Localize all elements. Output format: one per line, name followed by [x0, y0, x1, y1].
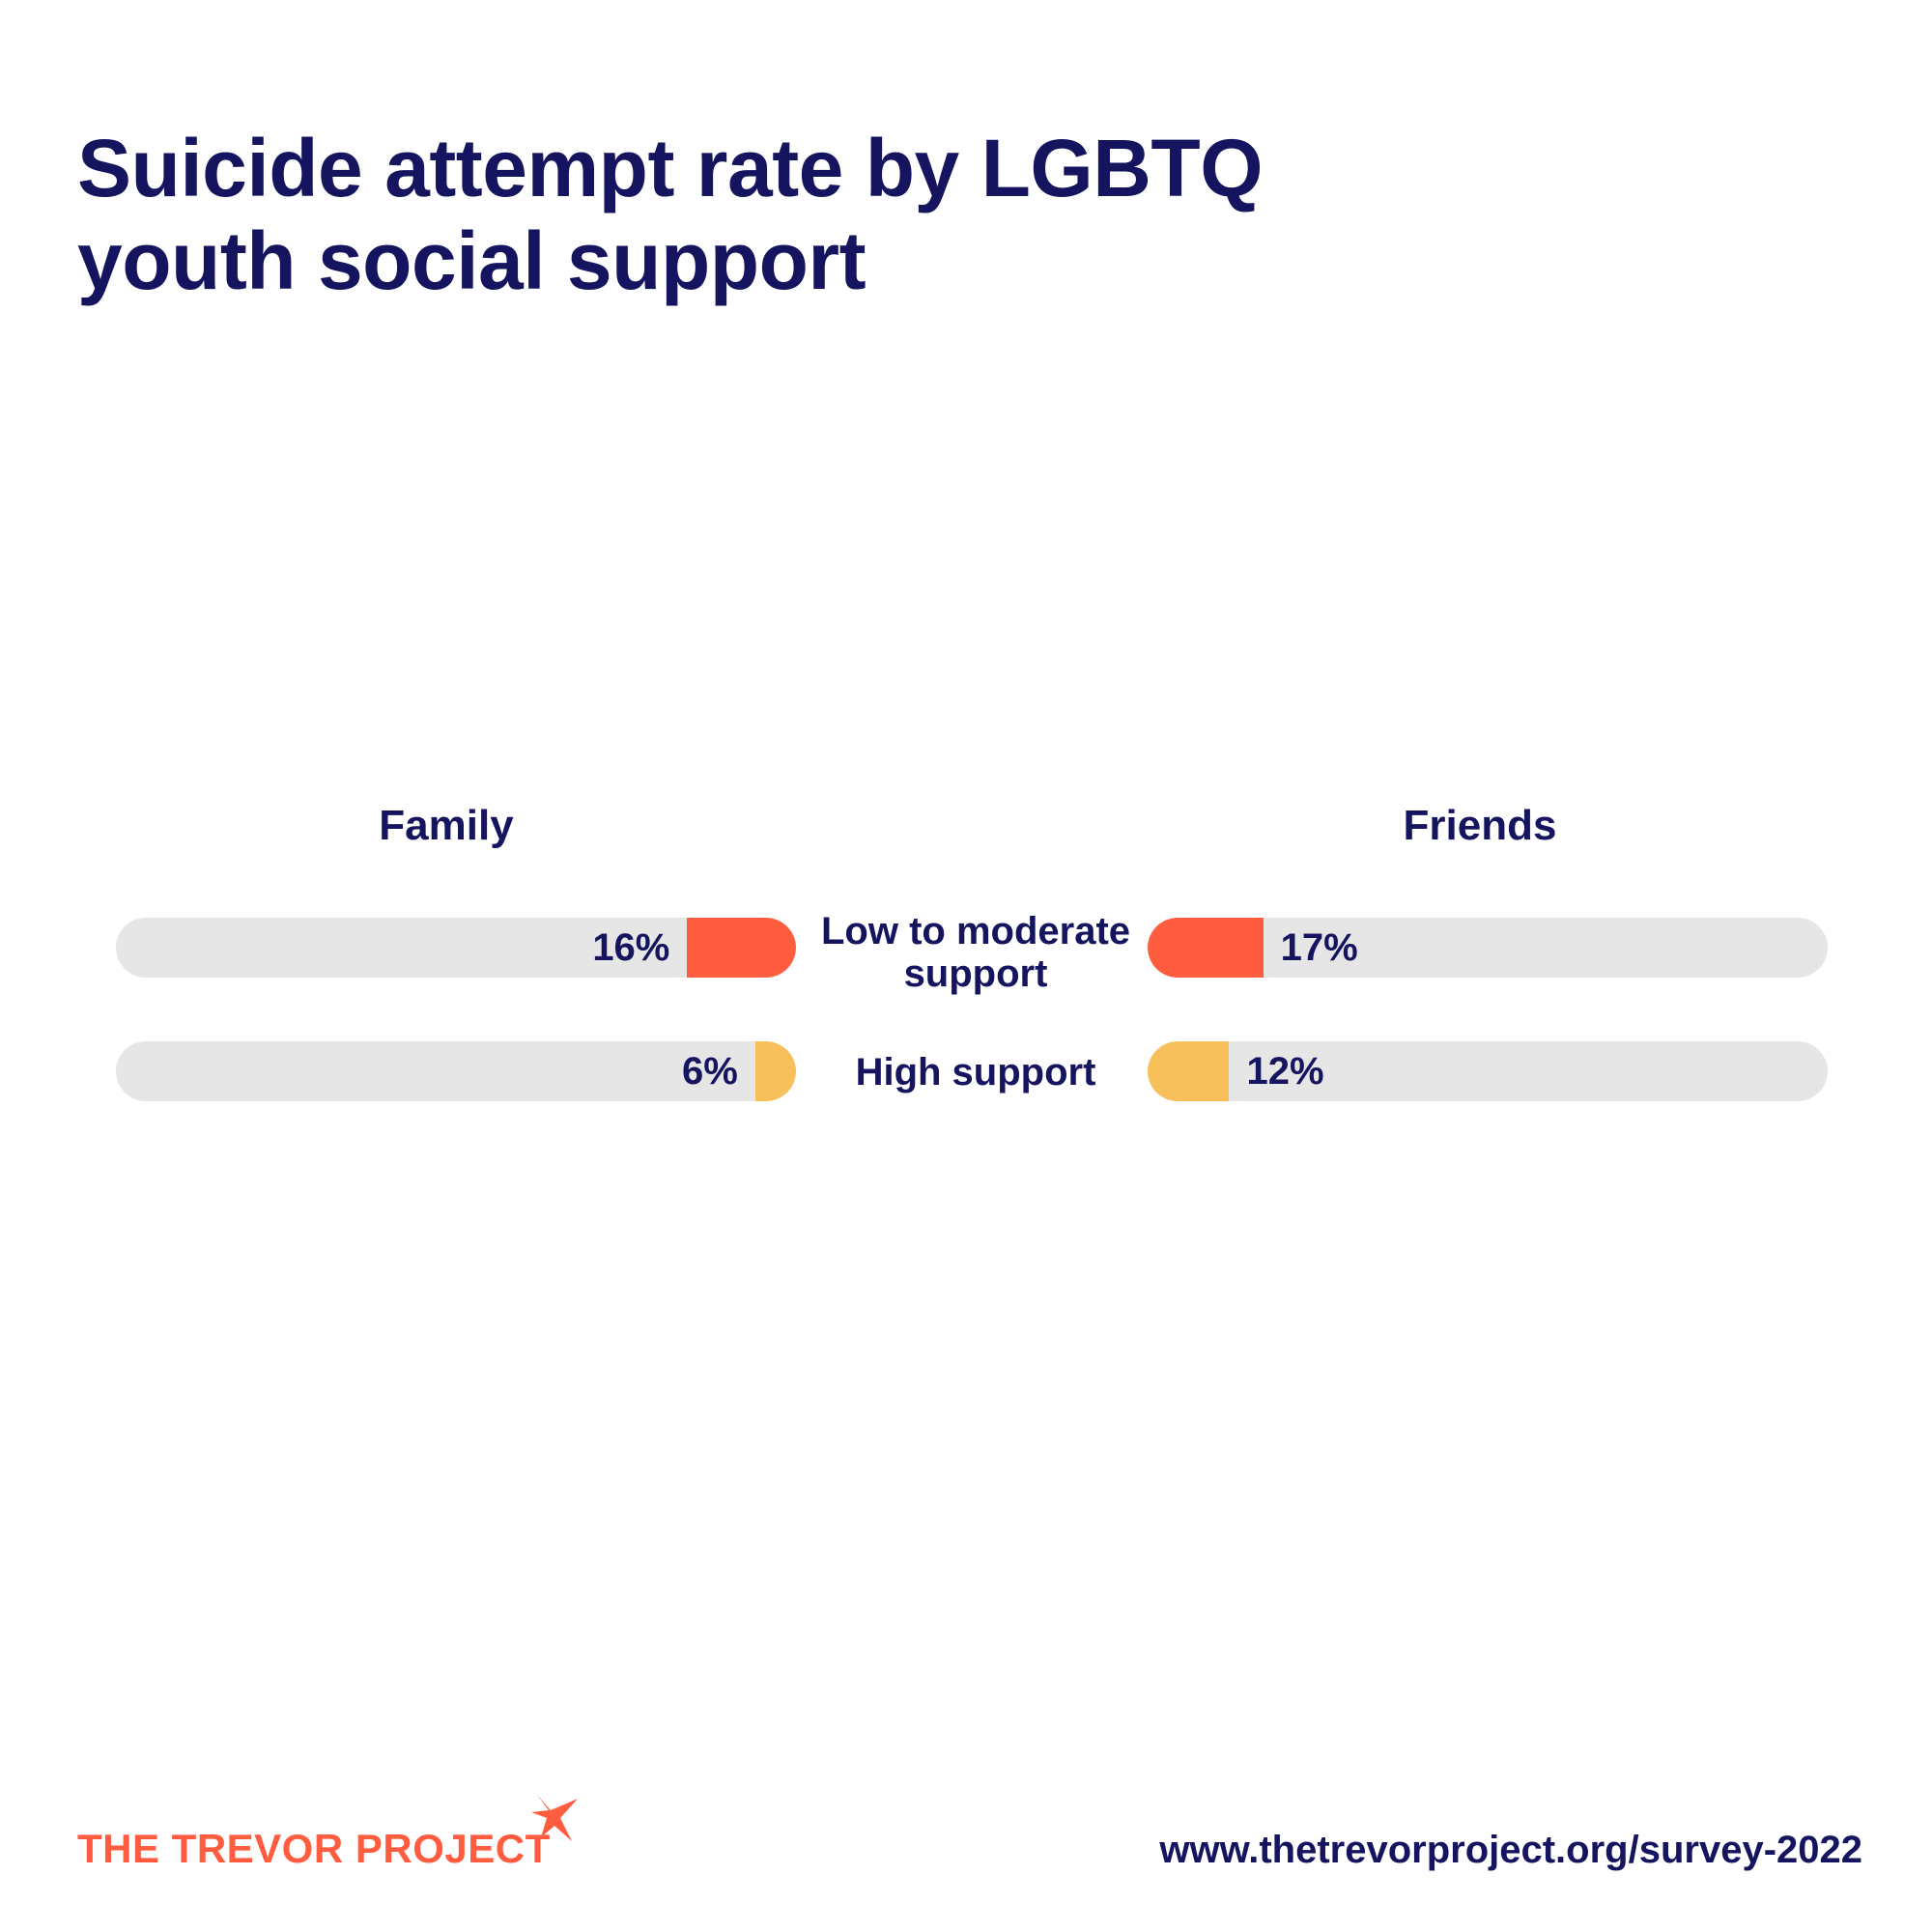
bar-family-high-support	[754, 1041, 796, 1101]
friends-panel-title: Friends	[1403, 802, 1557, 849]
trevor-project-logo-text: THE TREVOR PROJECT	[77, 1826, 551, 1871]
value-label-friends-0: 17%	[1280, 926, 1358, 969]
bar-track-family-1: 6%	[116, 1041, 796, 1101]
bar-track-friends-1: 12%	[1148, 1041, 1828, 1101]
bar-track-family-0: 16%	[116, 918, 796, 978]
survey-url: www.thetrevorproject.org/survey-2022	[1159, 1829, 1862, 1871]
row-label-low-to-moderate: Low to moderate support	[811, 910, 1140, 995]
value-label-family-0: 16%	[592, 926, 670, 969]
value-label-friends-1: 12%	[1246, 1050, 1324, 1093]
bar-friends-low-to-moderate-support	[1148, 918, 1264, 978]
bar-track-friends-0: 17%	[1148, 918, 1828, 978]
family-panel-title: Family	[379, 802, 514, 849]
row-label-high-line-1: High support	[855, 1051, 1096, 1094]
bar-friends-high-support	[1148, 1041, 1230, 1101]
row-label-low-line-1: Low to moderate	[820, 910, 1131, 952]
chart-title-line-1: Suicide attempt rate by LGBTQ	[77, 123, 1264, 213]
row-label-low-line-2: support	[903, 952, 1048, 995]
trevor-star-icon	[531, 1795, 578, 1841]
chart-title-line-2: youth social support	[77, 215, 867, 306]
chart-title: Suicide attempt rate by LGBTQ youth soci…	[77, 122, 1430, 307]
value-label-family-1: 6%	[681, 1050, 738, 1093]
bar-family-low-to-moderate-support	[687, 918, 796, 978]
row-label-high-support: High support	[811, 1051, 1140, 1094]
